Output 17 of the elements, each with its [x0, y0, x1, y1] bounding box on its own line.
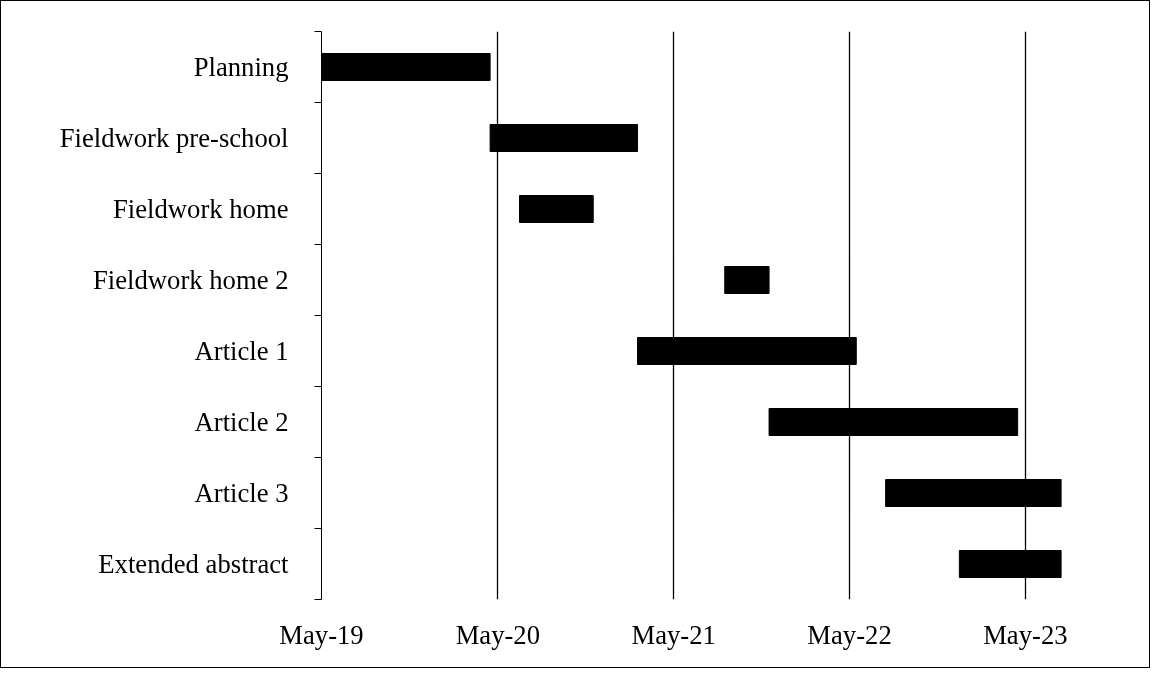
y-tick-label: Article 3	[194, 478, 289, 508]
x-tick-label: May-21	[631, 619, 716, 650]
y-tick-label: Article 1	[194, 336, 289, 366]
y-tick-label: Fieldwork home	[113, 194, 289, 224]
x-tick-label: May-22	[807, 619, 892, 650]
y-tick-label: Extended abstract	[98, 549, 290, 579]
x-tick-label: May-19	[279, 619, 364, 650]
x-tick-label: May-20	[455, 619, 541, 650]
bar	[724, 266, 770, 294]
y-tick-label: Article 2	[194, 407, 289, 437]
bar	[637, 337, 857, 365]
bar	[768, 408, 1019, 436]
y-tick-label: Planning	[193, 52, 289, 82]
y-tick-label: Fieldwork pre-school	[59, 123, 289, 153]
x-tick-label: May-23	[983, 619, 1068, 650]
y-tick-label: Fieldwork home 2	[93, 265, 289, 295]
bar	[519, 195, 594, 223]
